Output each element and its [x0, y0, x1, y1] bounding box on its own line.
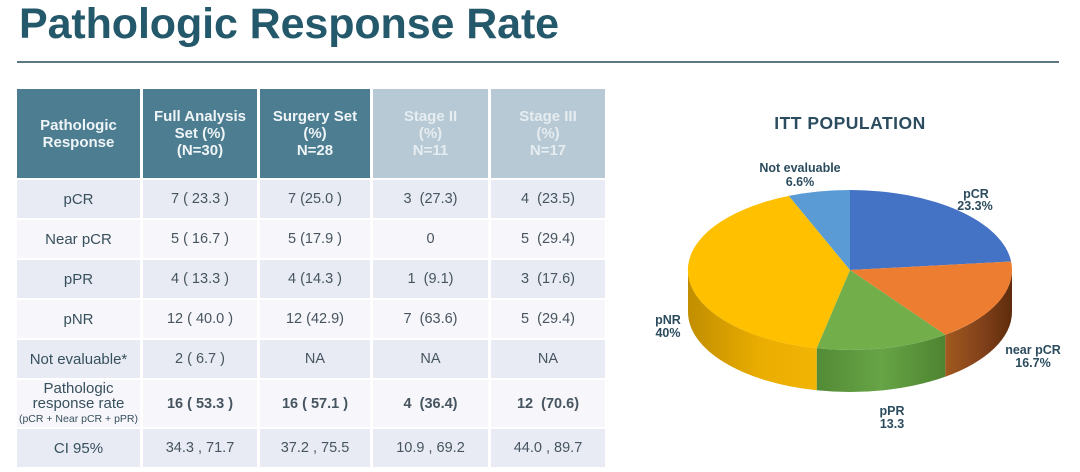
svg-text:16.7%: 16.7%: [1015, 356, 1050, 370]
svg-text:near pCR: near pCR: [1005, 343, 1061, 357]
svg-text:pCR: pCR: [963, 187, 989, 201]
svg-text:pPR: pPR: [880, 404, 905, 418]
svg-text:ITT POPULATION: ITT POPULATION: [774, 113, 926, 133]
svg-text:40%: 40%: [655, 326, 680, 340]
svg-text:23.3%: 23.3%: [957, 199, 992, 213]
svg-text:13.3: 13.3: [880, 417, 904, 431]
svg-text:6.6%: 6.6%: [786, 175, 815, 189]
svg-text:Not evaluable: Not evaluable: [759, 161, 840, 175]
svg-text:pNR: pNR: [655, 313, 681, 327]
